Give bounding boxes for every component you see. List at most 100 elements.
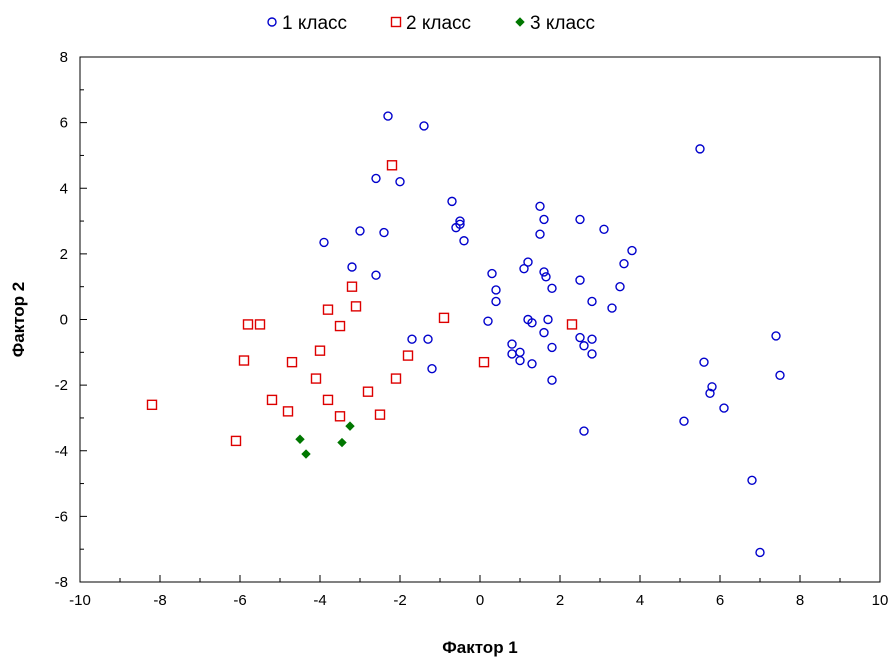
data-point — [547, 342, 557, 353]
x-tick-label: 10 — [872, 592, 889, 609]
y-tick-label: 6 — [60, 115, 68, 132]
data-point — [402, 350, 414, 361]
data-point — [374, 409, 386, 420]
x-tick-label: -4 — [313, 592, 326, 609]
data-point — [515, 355, 525, 366]
plot-area — [79, 56, 881, 583]
data-point — [386, 160, 398, 171]
legend-item-2: 2 класс — [390, 13, 471, 34]
legend-label: 1 класс — [282, 13, 347, 34]
x-tick-label: 4 — [636, 592, 644, 609]
data-point — [483, 316, 493, 326]
legend-marker-circle — [267, 17, 277, 27]
data-point — [543, 314, 553, 325]
data-point — [362, 386, 374, 397]
data-point — [535, 229, 545, 239]
data-point — [705, 388, 715, 399]
data-point — [579, 341, 589, 351]
data-point — [547, 283, 557, 294]
data-point — [755, 547, 765, 558]
data-point — [310, 373, 322, 384]
data-point — [390, 373, 402, 384]
series-2 — [146, 160, 578, 447]
data-point — [679, 416, 689, 426]
data-point — [771, 331, 781, 341]
data-points — [146, 111, 785, 558]
data-point — [254, 319, 266, 330]
data-point — [238, 355, 250, 366]
data-point — [523, 257, 533, 267]
y-tick-label: -6 — [55, 508, 68, 525]
series-3 — [295, 421, 355, 459]
data-point — [350, 301, 362, 312]
x-tick-label: -6 — [233, 592, 246, 609]
axis-ticks — [79, 56, 881, 583]
data-point — [491, 285, 501, 295]
x-tick-label: -10 — [69, 592, 91, 609]
data-point — [314, 345, 326, 356]
y-tick-label: -2 — [55, 377, 68, 394]
data-point — [627, 245, 637, 256]
x-tick-label: 2 — [556, 592, 564, 609]
data-point — [447, 196, 457, 207]
data-point — [539, 327, 549, 338]
data-point — [587, 296, 597, 307]
data-point — [579, 426, 589, 436]
data-point — [423, 334, 433, 344]
data-point — [599, 224, 609, 234]
data-point — [775, 370, 785, 380]
y-tick-label: -8 — [55, 574, 68, 591]
data-point — [541, 272, 551, 282]
data-point — [295, 434, 305, 444]
legend-label: 3 класс — [530, 13, 595, 34]
data-point — [478, 356, 490, 368]
data-point — [575, 332, 585, 343]
data-point — [286, 356, 298, 368]
data-point — [619, 259, 629, 269]
data-point — [539, 214, 549, 225]
legend: 1 класс 2 класс 3 класс — [267, 13, 595, 34]
data-point — [379, 227, 389, 238]
data-point — [371, 173, 381, 184]
data-point — [527, 318, 537, 328]
x-tick-label: 8 — [796, 592, 804, 609]
y-tick-label: -4 — [55, 443, 68, 460]
data-point — [455, 216, 465, 226]
data-point — [707, 382, 717, 392]
data-point — [515, 347, 525, 358]
data-point — [487, 268, 497, 279]
data-point — [347, 262, 357, 272]
data-point — [575, 214, 585, 225]
legend-label: 2 класс — [406, 13, 471, 34]
data-point — [575, 275, 585, 285]
data-point — [322, 394, 334, 406]
y-tick-label: 0 — [60, 312, 68, 329]
data-point — [451, 222, 461, 233]
data-point — [419, 121, 429, 131]
data-point — [301, 449, 311, 459]
data-point — [345, 421, 355, 431]
x-axis-title: Фактор 1 — [442, 638, 518, 657]
legend-marker-diamond — [515, 17, 525, 27]
y-axis-title: Фактор 2 — [9, 282, 28, 358]
data-point — [427, 364, 437, 374]
y-tick-label: 8 — [60, 49, 68, 66]
data-point — [322, 304, 334, 315]
data-point — [566, 319, 578, 330]
data-point — [719, 403, 729, 413]
data-point — [507, 349, 517, 359]
data-point — [747, 475, 757, 485]
data-point — [459, 236, 469, 246]
data-point — [519, 263, 529, 274]
data-point — [407, 334, 417, 344]
data-point — [242, 319, 254, 330]
data-point — [615, 281, 625, 292]
data-point — [282, 406, 294, 417]
data-point — [539, 267, 549, 277]
legend-marker-square — [390, 16, 402, 28]
data-point — [334, 411, 346, 422]
data-point — [230, 435, 242, 447]
data-point — [527, 359, 537, 369]
data-point — [319, 237, 329, 248]
data-point — [337, 437, 347, 448]
